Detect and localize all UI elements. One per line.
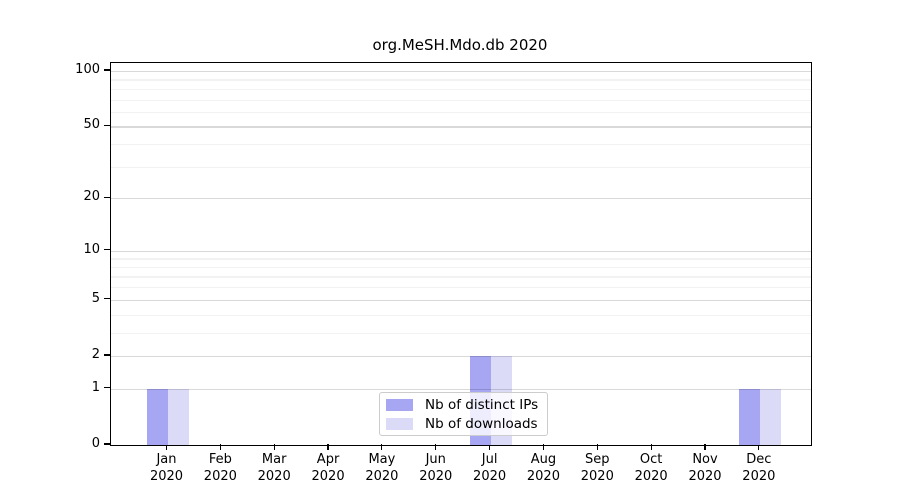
x-tick-mark xyxy=(758,444,760,450)
x-tick-mark xyxy=(327,444,329,450)
minor-gridline xyxy=(111,166,811,168)
minor-gridline xyxy=(111,314,811,316)
x-tick-month: Mar xyxy=(261,452,287,467)
chart-title: org.MeSH.Mdo.db 2020 xyxy=(372,36,548,54)
minor-gridline xyxy=(111,111,811,114)
major-gridline xyxy=(111,299,811,301)
x-tick-year: 2020 xyxy=(149,469,184,484)
y-tick-mark xyxy=(104,443,110,445)
bar xyxy=(167,388,189,445)
x-tick-year: 2020 xyxy=(203,469,237,484)
minor-gridline xyxy=(111,258,811,260)
x-tick-month: Apr xyxy=(316,452,340,467)
x-tick-mark xyxy=(273,444,275,450)
y-tick-mark xyxy=(104,124,110,126)
x-tick-year: 2020 xyxy=(580,469,614,484)
x-tick-mark xyxy=(650,444,652,450)
minor-gridline xyxy=(111,276,811,278)
x-tick-label: Apr 2020 xyxy=(301,451,355,485)
bar xyxy=(146,388,168,445)
x-tick-mark xyxy=(165,444,168,450)
y-tick-mark xyxy=(104,354,110,356)
x-tick-label: Mar 2020 xyxy=(247,451,301,485)
x-tick-year: 2020 xyxy=(257,469,291,484)
minor-gridline xyxy=(111,332,811,334)
minor-gridline xyxy=(111,79,811,81)
x-tick-year: 2020 xyxy=(473,469,507,484)
x-tick-label: May 2020 xyxy=(355,451,409,485)
x-tick-label: Jul 2020 xyxy=(463,451,517,485)
legend-item-downloads: Nb of downloads xyxy=(386,414,541,433)
x-tick-year: 2020 xyxy=(526,469,560,484)
x-tick-mark xyxy=(704,444,706,450)
bar xyxy=(759,388,781,445)
distinct-ips-swatch-icon xyxy=(386,398,413,411)
legend-label-downloads: Nb of downloads xyxy=(425,415,538,432)
x-tick-month: Oct xyxy=(639,452,663,467)
y-tick-label: 100 xyxy=(75,62,100,77)
x-tick-month: Jul xyxy=(481,452,498,467)
x-tick-month: Sep xyxy=(585,452,610,467)
y-tick-label: 0 xyxy=(91,436,100,451)
major-gridline xyxy=(111,250,811,252)
x-tick-year: 2020 xyxy=(311,469,345,484)
x-tick-label: Dec 2020 xyxy=(732,451,786,485)
major-gridline xyxy=(111,71,811,73)
x-tick-month: Nov xyxy=(692,452,718,467)
minor-gridline xyxy=(111,99,811,101)
major-gridline xyxy=(111,198,811,200)
legend: Nb of distinct IPs Nb of downloads xyxy=(379,392,548,436)
y-tick-mark xyxy=(104,196,110,198)
y-tick-mark xyxy=(104,249,110,251)
x-tick-year: 2020 xyxy=(419,469,453,484)
x-tick-year: 2020 xyxy=(742,469,776,484)
x-tick-label: Feb 2020 xyxy=(193,451,247,485)
x-tick-year: 2020 xyxy=(688,469,722,484)
major-gridline xyxy=(111,126,811,128)
major-gridline xyxy=(111,388,811,391)
y-tick-label: 5 xyxy=(91,290,100,306)
x-tick-label: Jan 2020 xyxy=(140,451,194,485)
legend-label-distinct-ips: Nb of distinct IPs xyxy=(425,396,539,413)
minor-gridline xyxy=(111,287,811,289)
y-tick-label: 10 xyxy=(83,241,100,257)
x-tick-month: Dec xyxy=(746,452,772,467)
x-tick-label: Oct 2020 xyxy=(624,451,678,485)
major-gridline xyxy=(111,355,811,358)
x-tick-year: 2020 xyxy=(365,469,399,484)
y-tick-mark xyxy=(104,69,110,71)
x-tick-mark xyxy=(381,444,383,450)
y-tick-label: 50 xyxy=(83,117,100,133)
x-tick-label: Jun 2020 xyxy=(409,451,463,485)
minor-gridline xyxy=(111,144,811,146)
legend-item-distinct-ips: Nb of distinct IPs xyxy=(386,395,541,414)
x-tick-month: May xyxy=(368,452,396,467)
x-tick-month: Jan xyxy=(156,452,177,467)
x-tick-label: Aug 2020 xyxy=(516,451,570,485)
y-tick-mark xyxy=(104,387,110,389)
x-tick-mark xyxy=(219,444,221,450)
y-tick-label: 1 xyxy=(91,379,100,395)
x-tick-month: Feb xyxy=(208,452,232,467)
x-tick-mark xyxy=(489,444,491,450)
x-tick-label: Nov 2020 xyxy=(678,451,732,485)
x-tick-mark xyxy=(542,444,545,450)
x-tick-month: Jun xyxy=(425,452,446,467)
x-tick-mark xyxy=(596,444,598,450)
y-tick-label: 2 xyxy=(91,346,100,362)
minor-gridline xyxy=(111,266,811,269)
y-tick-label: 20 xyxy=(83,189,100,205)
x-tick-label: Sep 2020 xyxy=(570,451,624,485)
x-tick-year: 2020 xyxy=(634,469,668,484)
x-tick-month: Aug xyxy=(530,452,557,467)
downloads-swatch-icon xyxy=(386,417,413,430)
minor-gridline xyxy=(111,88,811,91)
bar xyxy=(738,388,760,445)
x-tick-mark xyxy=(435,444,437,450)
y-tick-mark xyxy=(104,298,110,300)
plot-area xyxy=(110,62,812,446)
